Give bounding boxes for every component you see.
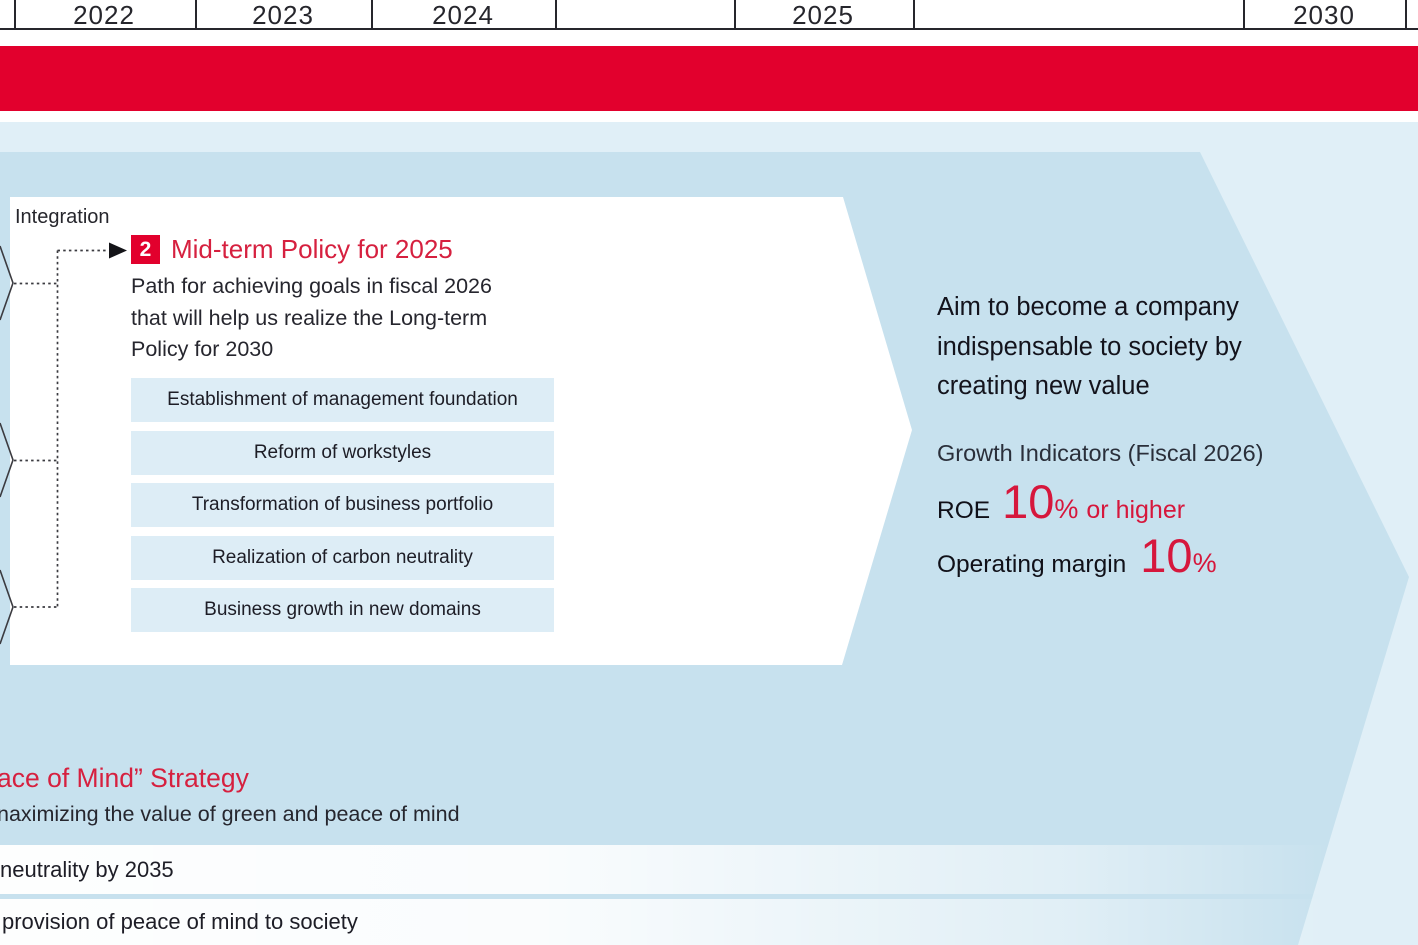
timeline-year: 2023 <box>252 0 314 30</box>
policy-number-badge: 2 <box>131 235 160 264</box>
vision-statement-line: creating new value <box>937 372 1150 400</box>
timeline-tick <box>1243 0 1245 28</box>
operating-margin-label: Operating margin <box>937 551 1127 578</box>
timeline-tick <box>371 0 373 28</box>
policy-item: Establishment of management foundation <box>131 378 554 422</box>
chevron-tip-icon <box>0 245 14 321</box>
policy-description-line: that will help us realize the Long-term <box>131 305 488 330</box>
policy-description-line: Policy for 2030 <box>131 337 274 361</box>
timeline-tick <box>913 0 915 28</box>
operating-margin-value: 10 <box>1140 529 1193 582</box>
timeline-year: 2024 <box>432 0 494 30</box>
growth-indicators-heading: Growth Indicators (Fiscal 2026) <box>937 440 1264 466</box>
timeline-tick <box>1405 0 1407 28</box>
chevron-tip-icon <box>0 422 14 498</box>
vision-statement-line: Aim to become a company <box>937 293 1239 321</box>
timeline-tick <box>195 0 197 28</box>
operating-margin-indicator-row: Operating margin 10 % <box>937 532 1217 579</box>
vision-statement: Aim to become a company indispensable to… <box>937 288 1242 407</box>
roe-label: ROE <box>937 497 991 524</box>
red-banner <box>0 46 1418 111</box>
timeline-tick <box>734 0 736 28</box>
strategy-row-text: neutrality by 2035 <box>0 856 174 882</box>
policy-description-line: Path for achieving goals in fiscal 2026 <box>131 274 492 298</box>
policy-heading-row: 2 Mid-term Policy for 2025 <box>131 234 453 265</box>
policy-item: Reform of workstyles <box>131 430 554 475</box>
strategy-subtitle: naximizing the value of green and peace … <box>0 802 460 826</box>
arrowhead-icon <box>109 242 127 259</box>
roe-value: 10 <box>1002 475 1055 528</box>
policy-description: Path for achieving goals in fiscal 2026 … <box>131 271 492 366</box>
roe-qualifier: or higher <box>1086 496 1186 524</box>
timeline-year: 2022 <box>73 0 135 30</box>
strategy-row-band: provision of peace of mind to society <box>0 899 1372 945</box>
diagram-stage: Integration 2 Mid-term Policy for 2025 P… <box>0 122 1418 945</box>
integration-connector-lines <box>0 242 127 645</box>
timeline-year: 2030 <box>1293 0 1355 30</box>
roe-indicator-row: ROE 10 % or higher <box>937 478 1185 525</box>
policy-item: Transformation of business portfolio <box>131 483 554 527</box>
policy-title: Mid-term Policy for 2025 <box>171 234 453 264</box>
timeline-tick <box>14 0 16 28</box>
timeline-baseline <box>0 28 1418 30</box>
policy-item: Business growth in new domains <box>131 588 554 632</box>
strategy-heading: ace of Mind” Strategy <box>0 763 249 793</box>
vision-statement-line: indispensable to society by <box>937 332 1242 361</box>
operating-margin-unit: % <box>1192 548 1217 578</box>
timeline-tick <box>555 0 557 28</box>
roe-unit: % <box>1054 494 1079 524</box>
strategy-row-band: neutrality by 2035 <box>0 845 1372 894</box>
policy-item: Realization of carbon neutrality <box>131 535 554 580</box>
timeline: 2022 2023 2024 2025 2030 <box>0 0 1418 30</box>
strategy-row-text: provision of peace of mind to society <box>2 909 358 934</box>
timeline-year: 2025 <box>792 0 854 30</box>
integration-label: Integration <box>15 206 110 228</box>
chevron-tip-icon <box>0 569 14 645</box>
